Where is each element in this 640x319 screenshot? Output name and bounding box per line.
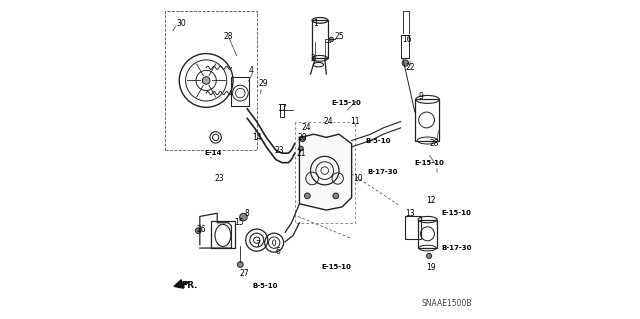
Text: 12: 12 (426, 196, 435, 205)
Text: B-5-10: B-5-10 (366, 137, 391, 144)
Text: 26: 26 (196, 225, 206, 234)
Circle shape (427, 253, 431, 258)
Text: E-14: E-14 (205, 150, 222, 156)
Text: 30: 30 (176, 19, 186, 28)
Text: 4: 4 (249, 66, 253, 76)
Bar (324, 39, 330, 42)
Circle shape (333, 193, 339, 199)
Text: SNAAE1500B: SNAAE1500B (421, 299, 472, 308)
Text: 10: 10 (353, 174, 363, 183)
Text: 11: 11 (350, 117, 360, 126)
Text: 23: 23 (214, 174, 224, 183)
Text: FR.: FR. (181, 281, 197, 291)
Text: 1: 1 (314, 19, 319, 28)
Text: 23: 23 (274, 145, 284, 154)
Text: 20: 20 (298, 133, 307, 142)
Text: 24: 24 (301, 123, 310, 132)
Circle shape (237, 262, 243, 267)
Text: 19: 19 (426, 263, 436, 271)
Text: 2: 2 (310, 54, 316, 63)
Text: E-15-10: E-15-10 (331, 100, 361, 106)
Text: E-15-10: E-15-10 (442, 210, 472, 216)
Text: 27: 27 (239, 269, 249, 278)
Text: 14: 14 (252, 133, 262, 142)
Text: E-15-10: E-15-10 (321, 264, 351, 270)
Circle shape (202, 77, 210, 84)
Bar (418, 219, 437, 248)
Text: 24: 24 (323, 117, 333, 126)
Text: 22: 22 (405, 63, 415, 72)
Text: B-5-10: B-5-10 (252, 283, 278, 289)
Circle shape (402, 60, 408, 66)
Text: E-15-10: E-15-10 (415, 160, 445, 166)
Text: 9: 9 (418, 92, 423, 101)
Text: 15: 15 (235, 218, 244, 227)
Text: 28: 28 (223, 32, 233, 41)
Bar (232, 77, 249, 106)
Text: 13: 13 (405, 209, 415, 218)
Text: B-17-30: B-17-30 (367, 169, 398, 175)
Text: 21: 21 (296, 149, 306, 158)
Polygon shape (300, 134, 351, 210)
Text: B-17-30: B-17-30 (442, 245, 472, 251)
Text: 29: 29 (259, 79, 268, 88)
Text: 16: 16 (402, 35, 412, 44)
Bar (415, 100, 438, 141)
Bar (401, 34, 408, 58)
Text: 25: 25 (334, 32, 344, 41)
Text: 17: 17 (277, 104, 287, 113)
Bar (165, 11, 257, 150)
Circle shape (299, 146, 303, 151)
Bar (312, 20, 328, 58)
Bar (211, 221, 235, 248)
Bar (280, 104, 284, 117)
Text: 7: 7 (255, 241, 260, 249)
Text: 6: 6 (276, 247, 280, 256)
Circle shape (305, 193, 310, 199)
Text: 28: 28 (429, 139, 438, 148)
Circle shape (329, 37, 333, 41)
Circle shape (300, 137, 305, 141)
Circle shape (239, 213, 247, 221)
Circle shape (195, 228, 201, 234)
Text: 8: 8 (244, 209, 249, 218)
Bar (405, 216, 420, 239)
